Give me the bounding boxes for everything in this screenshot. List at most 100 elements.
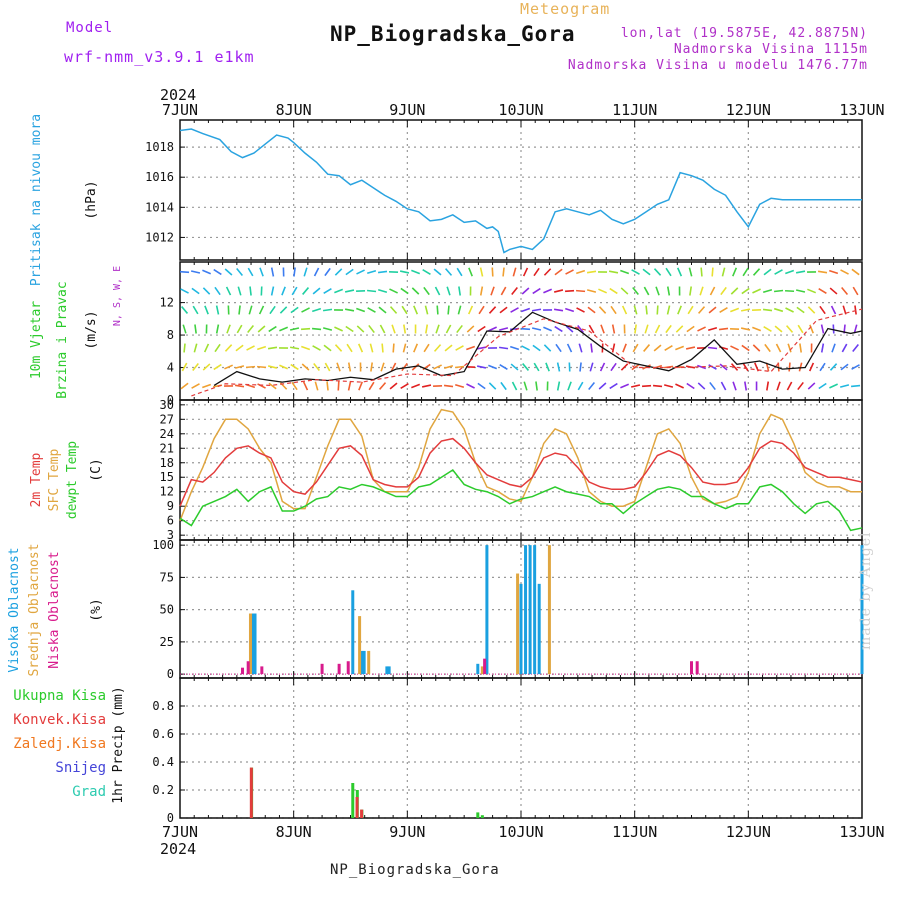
wind-arrow [797,324,804,334]
wind-arrow [477,382,486,390]
cloud-legend-2: Niska Oblacnost [47,551,62,668]
wind-arrow [368,324,375,334]
precip-bar [360,809,364,818]
cloud-unit: (%) [89,598,104,621]
wind-arrow [740,327,751,331]
wind-arrow [510,345,520,351]
wind-arrow [259,267,264,277]
precip-unit: 1hr Precip (mm) [111,686,126,803]
cloud-bar [485,545,489,675]
temp-2m-line [179,437,863,507]
wind-arrow [511,381,518,391]
wind-arrow [632,286,639,296]
wind-arrow [675,383,684,389]
y-tick-label: 8 [167,328,174,342]
wind-arrow [620,383,630,389]
wind-arrow [553,289,564,293]
wind-arrow [301,345,311,351]
wind-arrow [303,267,308,277]
wind-arrow [498,327,509,331]
wind-arrow [344,289,355,293]
wind-arrow [279,326,289,332]
cloud-bar [241,667,245,675]
wind-arrow [817,270,828,274]
wind-arrow [685,346,696,350]
wind-arrow [302,287,310,295]
cloud-bar [260,666,264,675]
model-name: wrf-nmm_v3.9.1 e1km [64,48,255,66]
wind-arrow [820,324,825,334]
wind-arrow [643,344,651,352]
wind-arrow [324,362,331,372]
wind-arrow [248,305,253,315]
wind-arrow [403,324,407,334]
y-tick-label: 18 [160,456,174,470]
wind-arrow [270,267,275,277]
wind-arrow [468,267,473,277]
wind-arrow [689,286,693,296]
wind-arrow [654,324,661,334]
wind-arrow [313,362,320,372]
cloud-bar [360,650,364,675]
wind-arrow [368,381,375,391]
wind-arrow [224,268,233,276]
wind-arrow [598,306,607,314]
wind-arrow [214,343,221,353]
x-year-top: 2024 [160,86,196,104]
x-tick-label-bottom: 11JUN [612,823,657,841]
wind-arrow [718,327,729,331]
wind-arrow [852,286,859,296]
cloud-bar [695,661,699,675]
wind-arrow [829,383,838,389]
wind-arrow [732,381,737,391]
wind-arrow [411,383,421,389]
wind-arrow [775,343,782,353]
wind-arrow [620,287,629,295]
wind-arrow [466,383,475,389]
y-tick-label: 9 [167,499,174,513]
y-tick-label: 0 [167,393,174,407]
precip-legend-2: Zaledj.Kisa [13,736,106,752]
wind-arrow [334,344,343,352]
wind-arrow [499,306,508,314]
wind-arrow [413,305,419,315]
wind-arrow [257,325,266,333]
wind-arrow [708,326,718,332]
wind-arrow [839,384,850,388]
cloud-bar [690,661,693,675]
wind-arrow [611,324,616,334]
wind-arrow [256,365,267,369]
wind-arrow [831,343,836,353]
wind-arrow [215,324,220,334]
wind-arrow [312,307,322,313]
wind-arrow [512,267,517,277]
wind-arrow [730,363,739,371]
wind-arrow [267,346,278,350]
wind-arrow [377,289,388,293]
wind-arrow [202,363,211,371]
wind-arrow [466,325,475,333]
wind-arrow [345,268,354,276]
wind-arrow [347,362,352,372]
wind-arrow [289,346,300,350]
wind-arrow [488,382,497,390]
wind-compass-legend: N, S, W, E [112,266,123,326]
wind-arrow [697,382,706,390]
wind-arrow [458,286,461,296]
wind-arrow [401,362,408,372]
cloud-bar [346,661,350,675]
wind-arrow [301,363,310,371]
wind-arrow [653,268,662,276]
wind-arrow [345,325,354,333]
wind-arrow [807,288,817,294]
cloud-bar [358,616,362,675]
wind-axis-subtitle: Brzina i Pravac [55,281,70,398]
wind-arrow [479,286,484,296]
wind-arrow [829,269,839,275]
wind-unit: (m/s) [84,310,99,349]
wind-arrow [598,382,607,390]
wind-arrow [301,307,310,313]
wind-arrow [645,305,648,315]
wind-arrow [236,268,244,276]
wind-arrow [556,381,561,391]
